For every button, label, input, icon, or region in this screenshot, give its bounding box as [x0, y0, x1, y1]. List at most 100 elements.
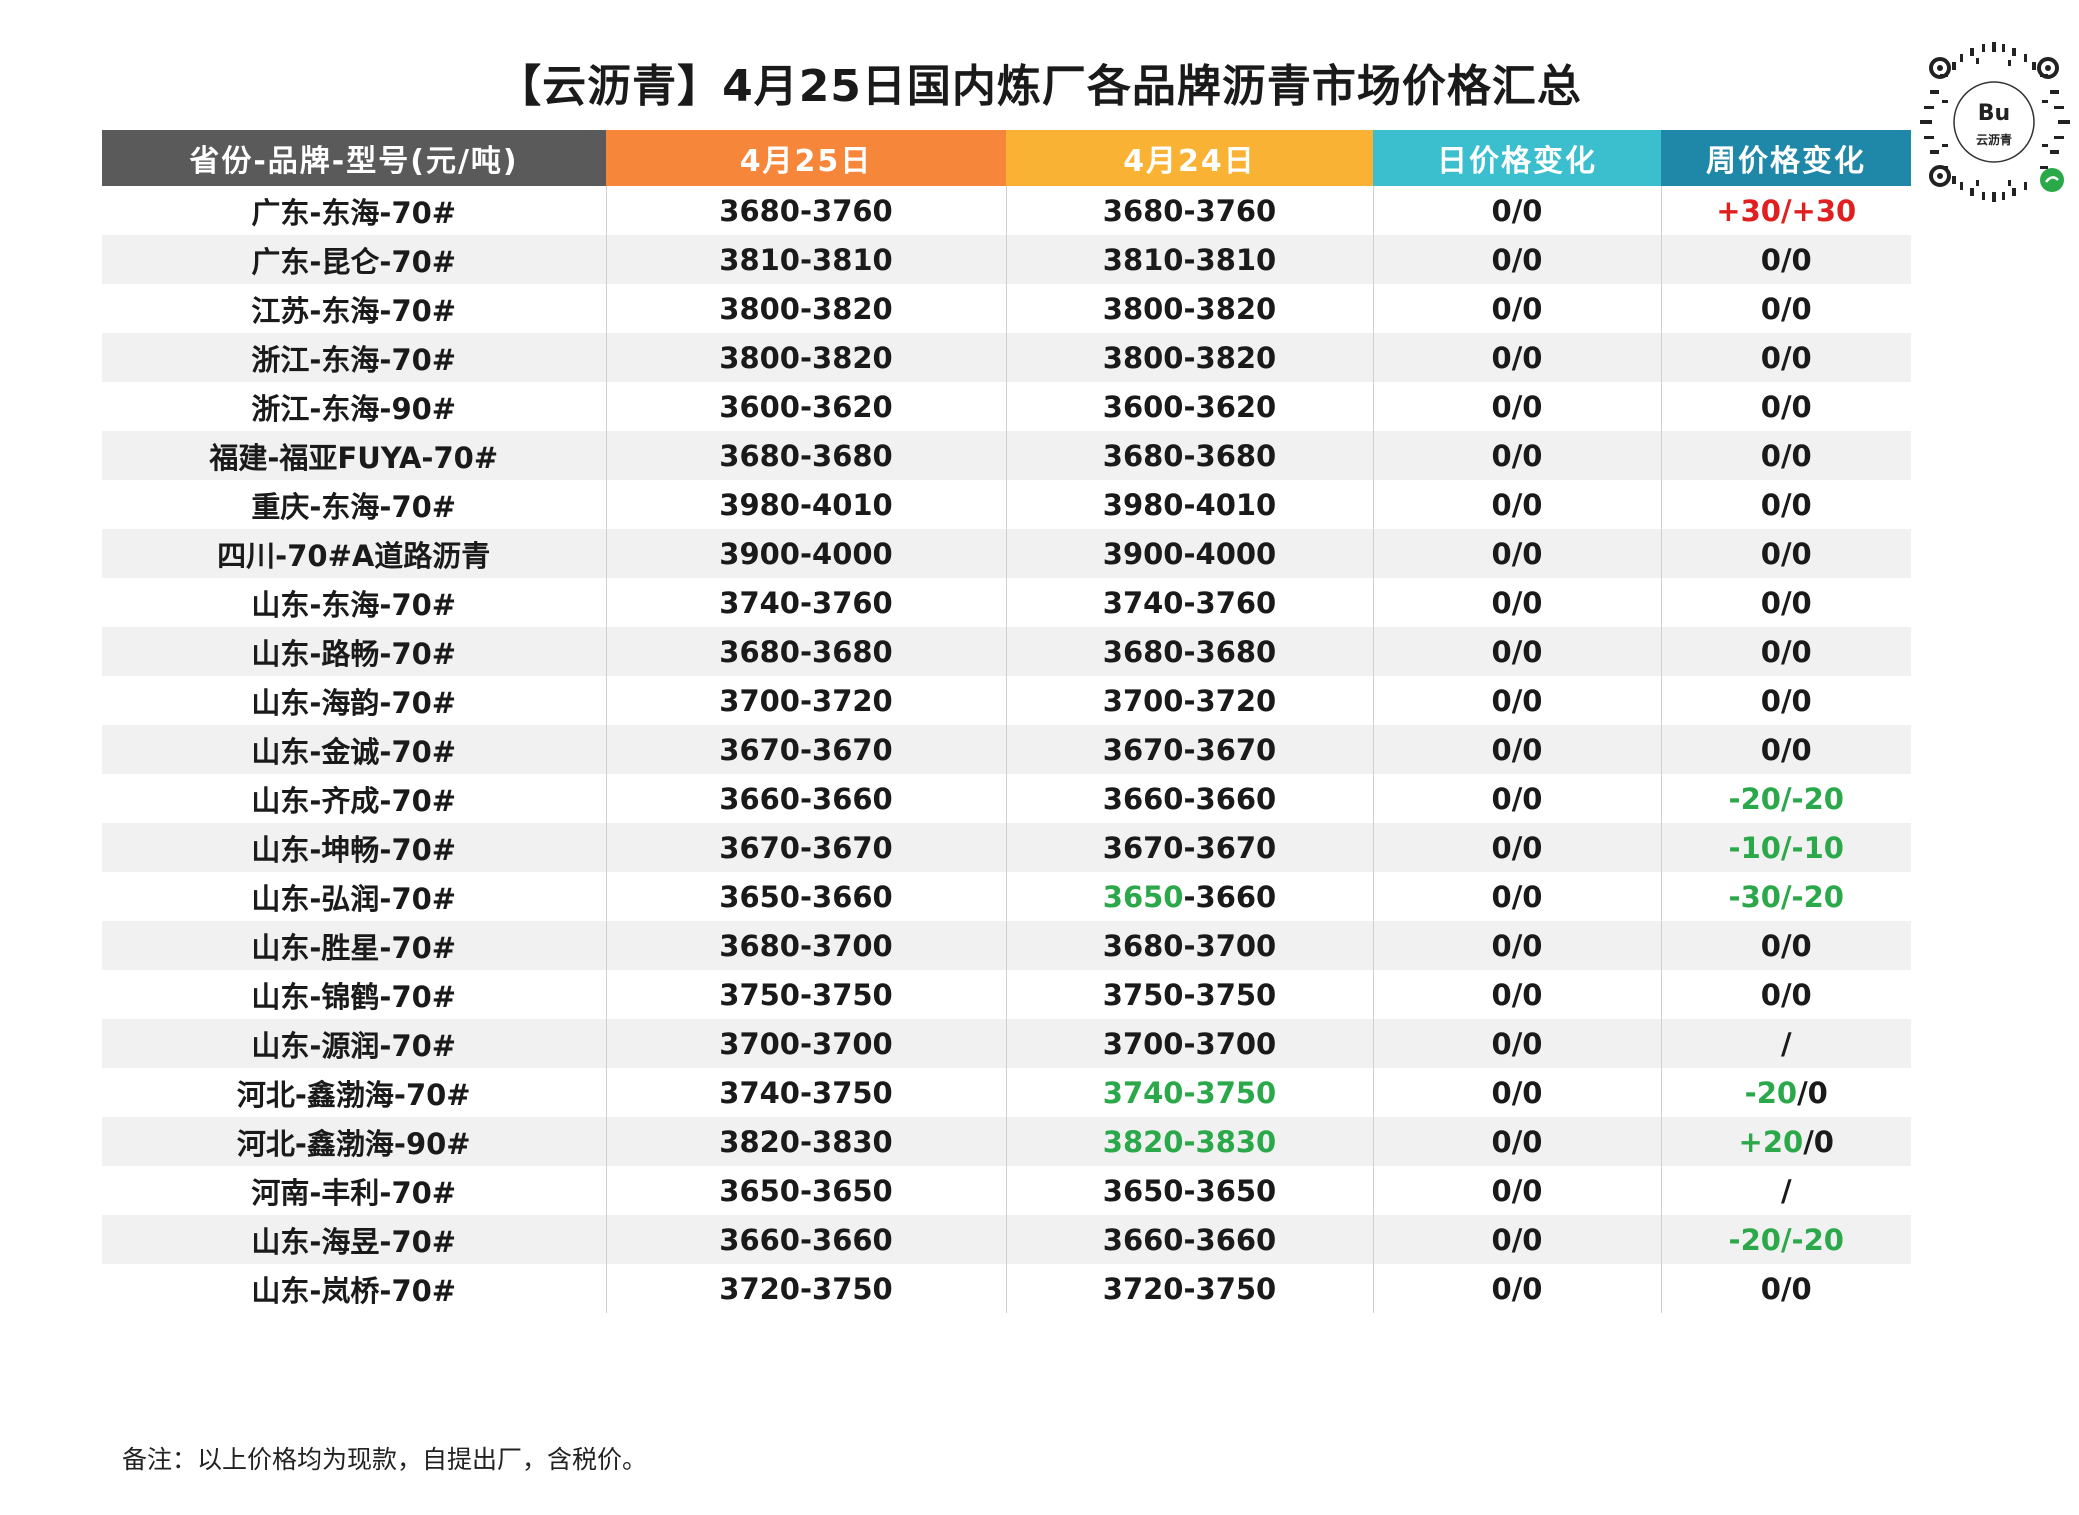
weekly-change-cell-segment: 0/0	[1760, 340, 1812, 375]
product-cell: 广东-昆仑-70#	[102, 235, 606, 284]
daily-change-cell: 0/0	[1372, 578, 1661, 627]
weekly-change-cell-segment: -20/-20	[1728, 781, 1844, 816]
daily-change-cell: 0/0	[1372, 921, 1661, 970]
weekly-change-cell: -20/-20	[1660, 1215, 1911, 1264]
price-apr24-cell: 3800-3820	[1005, 333, 1373, 382]
daily-change-cell: 0/0	[1372, 1019, 1661, 1068]
price-apr25-cell: 3750-3750	[605, 970, 1006, 1019]
weekly-change-cell-segment: 0/0	[1760, 928, 1812, 963]
daily-change-cell: 0/0	[1372, 431, 1661, 480]
price-apr24-cell: 3900-4000	[1005, 529, 1373, 578]
price-table: 省份-品牌-型号(元/吨) 4月25日 4月24日 日价格变化 周价格变化 广东…	[102, 130, 1911, 1313]
price-apr24-cell-segment: 3900-4000	[1102, 536, 1277, 571]
price-apr24-cell-segment: 3810-3810	[1102, 242, 1277, 277]
table-row: 河北-鑫渤海-70# 3740-3750 3740-3750 0/0 -20/0	[102, 1068, 1911, 1117]
product-cell: 山东-锦鹤-70#	[251, 979, 457, 1014]
product-cell: 重庆-东海-70#	[251, 489, 457, 524]
price-apr25-cell: 3670-3670	[605, 725, 1006, 774]
mini-program-qr-code[interactable]: Bu 云沥青	[1912, 40, 2077, 205]
price-apr24-cell-segment: 3660-3660	[1102, 1222, 1277, 1257]
table-row: 福建-福亚FUYA-70# 3680-3680 3680-3680 0/0 0/0	[102, 431, 1911, 480]
price-apr24-cell-segment: 3800-3820	[1102, 291, 1277, 326]
price-apr25-cell: 3650-3660	[605, 872, 1006, 921]
price-apr25-cell: 3720-3750	[605, 1264, 1006, 1313]
weekly-change-cell-segment: -20/-20	[1728, 1222, 1844, 1257]
table-body: 广东-东海-70# 3680-3760 3680-3760 0/0 +30/+30 广东-…	[102, 186, 1911, 1313]
header-apr25: 4月25日	[606, 130, 1006, 186]
product-cell: 四川-70#A道路沥青	[102, 529, 606, 578]
product-cell: 山东-齐成-70#	[251, 783, 457, 818]
price-apr24-cell: 3820-3830	[1005, 1117, 1373, 1166]
daily-change-cell: 0/0	[1372, 1068, 1661, 1117]
product-cell: 广东-东海-70#	[251, 195, 457, 230]
daily-change-cell: 0/0	[1372, 676, 1661, 725]
weekly-change-cell-segment: 0/0	[1760, 291, 1812, 326]
price-apr25-cell: 3980-4010	[605, 480, 1006, 529]
price-apr24-cell: 3810-3810	[1005, 235, 1373, 284]
price-apr24-cell-segment: 3650	[1102, 879, 1184, 914]
price-apr25-cell: 3800-3820	[605, 284, 1006, 333]
price-apr24-cell: 3680-3700	[1005, 921, 1373, 970]
daily-change-cell: 0/0	[1372, 480, 1661, 529]
price-apr25-cell: 3660-3660	[605, 774, 1006, 823]
price-apr24-cell-segment: -3660	[1183, 879, 1277, 914]
weekly-change-cell: 0/0	[1660, 382, 1911, 431]
weekly-change-cell-segment: /0	[1797, 1075, 1828, 1110]
price-apr25-cell: 3650-3650	[605, 1166, 1006, 1215]
price-apr25-cell: 3800-3820	[605, 333, 1006, 382]
price-apr24-cell-segment: 3700-3700	[1102, 1026, 1277, 1061]
weekly-change-cell-segment: 0/0	[1760, 536, 1812, 571]
price-apr24-cell-segment: 3600-3620	[1102, 389, 1277, 424]
price-apr25-cell: 3680-3700	[605, 921, 1006, 970]
price-apr24-cell-segment: 3680-3680	[1102, 438, 1277, 473]
price-apr24-cell-segment: 3670-3670	[1102, 732, 1277, 767]
daily-change-cell: 0/0	[1372, 333, 1661, 382]
table-row: 山东-东海-70# 3740-3760 3740-3760 0/0 0/0	[102, 578, 1911, 627]
table-row: 广东-东海-70# 3680-3760 3680-3760 0/0 +30/+30	[102, 186, 1911, 235]
price-apr25-cell: 3680-3680	[605, 627, 1006, 676]
product-cell: 浙江-东海-70#	[102, 333, 606, 382]
price-apr24-cell: 3740-3750	[1005, 1068, 1373, 1117]
weekly-change-cell: 0/0	[1660, 921, 1911, 970]
product-cell: 河南-丰利-70#	[251, 1175, 457, 1210]
daily-change-cell: 0/0	[1372, 1215, 1661, 1264]
daily-change-cell: 0/0	[1372, 872, 1661, 921]
table-row: 浙江-东海-70# 3800-3820 3800-3820 0/0 0/0	[102, 333, 1911, 382]
price-apr24-cell: 3670-3670	[1005, 725, 1373, 774]
price-apr25-cell: 3670-3670	[605, 823, 1006, 872]
weekly-change-cell-segment: 0/0	[1760, 1271, 1812, 1306]
price-apr24-cell: 3680-3680	[1005, 627, 1373, 676]
product-cell: 山东-路畅-70#	[102, 627, 606, 676]
table-row: 山东-胜星-70# 3680-3700 3680-3700 0/0 0/0	[102, 921, 1911, 970]
price-apr24-cell: 3750-3750	[1005, 970, 1373, 1019]
price-apr25-cell: 3680-3760	[605, 186, 1006, 235]
product-cell: 山东-海韵-70#	[251, 685, 457, 720]
table-row: 山东-海韵-70# 3700-3720 3700-3720 0/0 0/0	[102, 676, 1911, 725]
weekly-change-cell: 0/0	[1660, 235, 1911, 284]
table-row: 浙江-东海-90# 3600-3620 3600-3620 0/0 0/0	[102, 382, 1911, 431]
table-row: 广东-昆仑-70# 3810-3810 3810-3810 0/0 0/0	[102, 235, 1911, 284]
product-cell: 山东-坤畅-70#	[102, 823, 606, 872]
price-apr25-cell: 3700-3700	[605, 1019, 1006, 1068]
weekly-change-cell: 0/0	[1660, 578, 1911, 627]
weekly-change-cell: 0/0	[1660, 725, 1911, 774]
price-apr24-cell: 3800-3820	[1005, 284, 1373, 333]
weekly-change-cell-segment: -20	[1744, 1075, 1798, 1110]
price-apr24-cell: 3700-3720	[1005, 676, 1373, 725]
table-row: 山东-弘润-70# 3650-3660 3650-3660 0/0 -30/-20	[102, 872, 1911, 921]
product-cell: 山东-弘润-70#	[251, 881, 457, 916]
qr-dots	[1920, 42, 2070, 202]
product-cell: 山东-东海-70#	[251, 587, 457, 622]
table-header-row: 省份-品牌-型号(元/吨) 4月25日 4月24日 日价格变化 周价格变化	[102, 130, 1911, 186]
daily-change-cell: 0/0	[1372, 1264, 1661, 1313]
price-apr24-cell: 3700-3700	[1005, 1019, 1373, 1068]
weekly-change-cell: 0/0	[1660, 529, 1911, 578]
table-row: 山东-齐成-70# 3660-3660 3660-3660 0/0 -20/-20	[102, 774, 1911, 823]
table-row: 山东-路畅-70# 3680-3680 3680-3680 0/0 0/0	[102, 627, 1911, 676]
table-row: 山东-锦鹤-70# 3750-3750 3750-3750 0/0 0/0	[102, 970, 1911, 1019]
header-weekly-change: 周价格变化	[1661, 130, 1911, 186]
daily-change-cell: 0/0	[1372, 823, 1661, 872]
table-row: 四川-70#A道路沥青 3900-4000 3900-4000 0/0 0/0	[102, 529, 1911, 578]
price-apr24-cell-segment: 3680-3700	[1102, 928, 1277, 963]
table-row: 河南-丰利-70# 3650-3650 3650-3650 0/0 /	[102, 1166, 1911, 1215]
